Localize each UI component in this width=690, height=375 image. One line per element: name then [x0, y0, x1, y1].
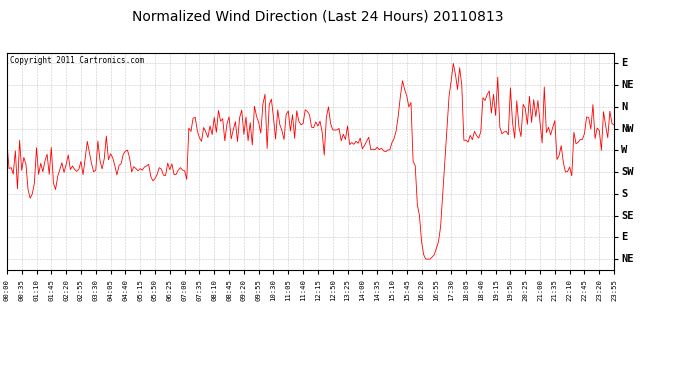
Text: S: S [621, 189, 627, 199]
Text: SE: SE [621, 211, 633, 220]
Text: N: N [621, 102, 627, 112]
Text: NE: NE [621, 80, 633, 90]
Text: Copyright 2011 Cartronics.com: Copyright 2011 Cartronics.com [10, 56, 144, 65]
Text: NW: NW [621, 124, 633, 134]
Text: SW: SW [621, 167, 633, 177]
Text: NE: NE [621, 254, 633, 264]
Text: E: E [621, 58, 627, 68]
Text: W: W [621, 146, 627, 155]
Text: Normalized Wind Direction (Last 24 Hours) 20110813: Normalized Wind Direction (Last 24 Hours… [132, 9, 503, 23]
Text: E: E [621, 232, 627, 242]
